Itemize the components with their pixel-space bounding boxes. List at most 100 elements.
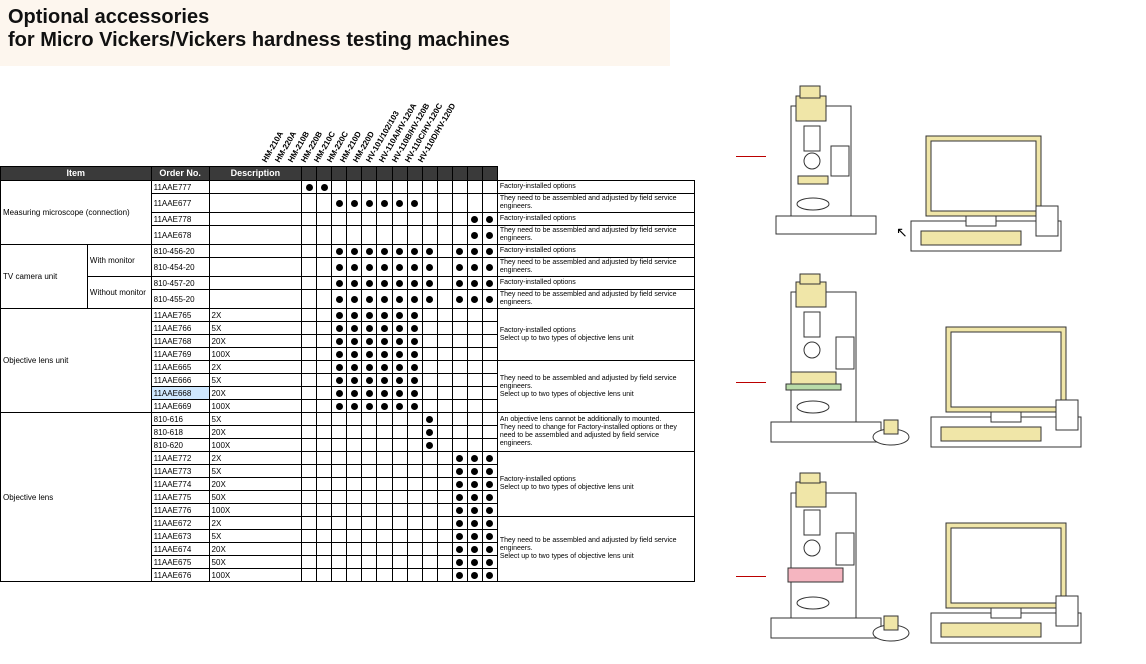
compat-cell	[467, 530, 482, 543]
compat-cell	[332, 181, 347, 194]
compat-cell	[392, 530, 407, 543]
compat-cell	[392, 245, 407, 258]
compat-cell	[302, 504, 317, 517]
compat-cell	[437, 439, 452, 452]
note-cell: Factory-installed optionsSelect up to tw…	[497, 309, 694, 361]
compat-cell	[317, 361, 332, 374]
order-cell: 11AAE773	[151, 465, 209, 478]
compat-cell	[452, 245, 467, 258]
compat-cell	[422, 465, 437, 478]
compat-cell	[407, 452, 422, 465]
compat-cell	[362, 309, 377, 322]
compat-cell	[452, 361, 467, 374]
compat-cell	[347, 556, 362, 569]
compat-cell	[437, 374, 452, 387]
compat-cell	[452, 277, 467, 290]
compat-cell	[302, 213, 317, 226]
desc-cell	[209, 213, 302, 226]
compat-cell	[467, 309, 482, 322]
compat-cell	[437, 530, 452, 543]
compat-cell	[407, 226, 422, 245]
compat-cell	[437, 226, 452, 245]
compat-cell	[452, 543, 467, 556]
header-model-blank	[377, 167, 392, 181]
compat-cell	[392, 543, 407, 556]
compat-cell	[347, 569, 362, 582]
compat-cell	[392, 465, 407, 478]
compat-cell	[377, 387, 392, 400]
note-cell: Factory-installed options	[497, 213, 694, 226]
compat-cell	[467, 258, 482, 277]
rotated-model-headers: HM-210AHM-220AHM-210BHM-220BHM-210CHM-22…	[0, 76, 695, 164]
compat-cell	[482, 322, 497, 335]
compat-cell	[437, 335, 452, 348]
compat-cell	[452, 322, 467, 335]
compat-cell	[467, 245, 482, 258]
compat-cell	[317, 226, 332, 245]
compat-cell	[317, 309, 332, 322]
compat-cell	[347, 181, 362, 194]
compat-cell	[437, 491, 452, 504]
order-cell: 11AAE669	[151, 400, 209, 413]
table-row: Objective lens unit11AAE7652XFactory-ins…	[1, 309, 695, 322]
compat-cell	[452, 226, 467, 245]
table-row: TV camera unitWith monitor810-456-20Fact…	[1, 245, 695, 258]
compat-cell	[317, 517, 332, 530]
compat-cell	[317, 181, 332, 194]
compat-cell	[467, 194, 482, 213]
compat-cell	[452, 465, 467, 478]
compat-cell	[392, 277, 407, 290]
desc-cell: 2X	[209, 361, 302, 374]
compat-cell	[392, 213, 407, 226]
order-cell: 11AAE678	[151, 226, 209, 245]
compat-cell	[302, 258, 317, 277]
compat-cell	[452, 374, 467, 387]
compat-cell	[437, 478, 452, 491]
compat-cell	[482, 245, 497, 258]
compat-cell	[452, 439, 467, 452]
compat-cell	[332, 374, 347, 387]
compat-cell	[467, 361, 482, 374]
compat-cell	[362, 181, 377, 194]
compat-cell	[302, 543, 317, 556]
compat-cell	[422, 194, 437, 213]
compat-cell	[407, 439, 422, 452]
header-model-blank	[332, 167, 347, 181]
compat-cell	[347, 452, 362, 465]
compat-cell	[332, 413, 347, 426]
compat-cell	[422, 517, 437, 530]
compat-cell	[407, 245, 422, 258]
compat-cell	[407, 181, 422, 194]
compat-cell	[467, 181, 482, 194]
note-cell: Factory-installed options	[497, 245, 694, 258]
order-cell: 11AAE776	[151, 504, 209, 517]
compat-cell	[437, 213, 452, 226]
compat-cell	[362, 478, 377, 491]
compat-cell	[407, 194, 422, 213]
compat-cell	[377, 374, 392, 387]
compat-cell	[467, 543, 482, 556]
compat-cell	[407, 465, 422, 478]
compat-cell	[377, 491, 392, 504]
compat-cell	[482, 309, 497, 322]
compat-cell	[482, 290, 497, 309]
compat-cell	[467, 387, 482, 400]
cursor-icon: ↖	[896, 224, 908, 241]
compat-cell	[467, 335, 482, 348]
compat-cell	[392, 194, 407, 213]
compat-cell	[407, 426, 422, 439]
title-line2: for Micro Vickers/Vickers hardness testi…	[8, 29, 510, 51]
compat-cell	[437, 309, 452, 322]
compat-cell	[362, 426, 377, 439]
compat-cell	[377, 543, 392, 556]
note-cell: Factory-installed options	[497, 181, 694, 194]
order-cell: 11AAE766	[151, 322, 209, 335]
compat-cell	[437, 387, 452, 400]
compat-cell	[362, 348, 377, 361]
compat-cell	[422, 213, 437, 226]
compat-cell	[302, 245, 317, 258]
compat-cell	[317, 194, 332, 213]
compat-cell	[392, 361, 407, 374]
compat-cell	[467, 426, 482, 439]
compat-cell	[332, 348, 347, 361]
